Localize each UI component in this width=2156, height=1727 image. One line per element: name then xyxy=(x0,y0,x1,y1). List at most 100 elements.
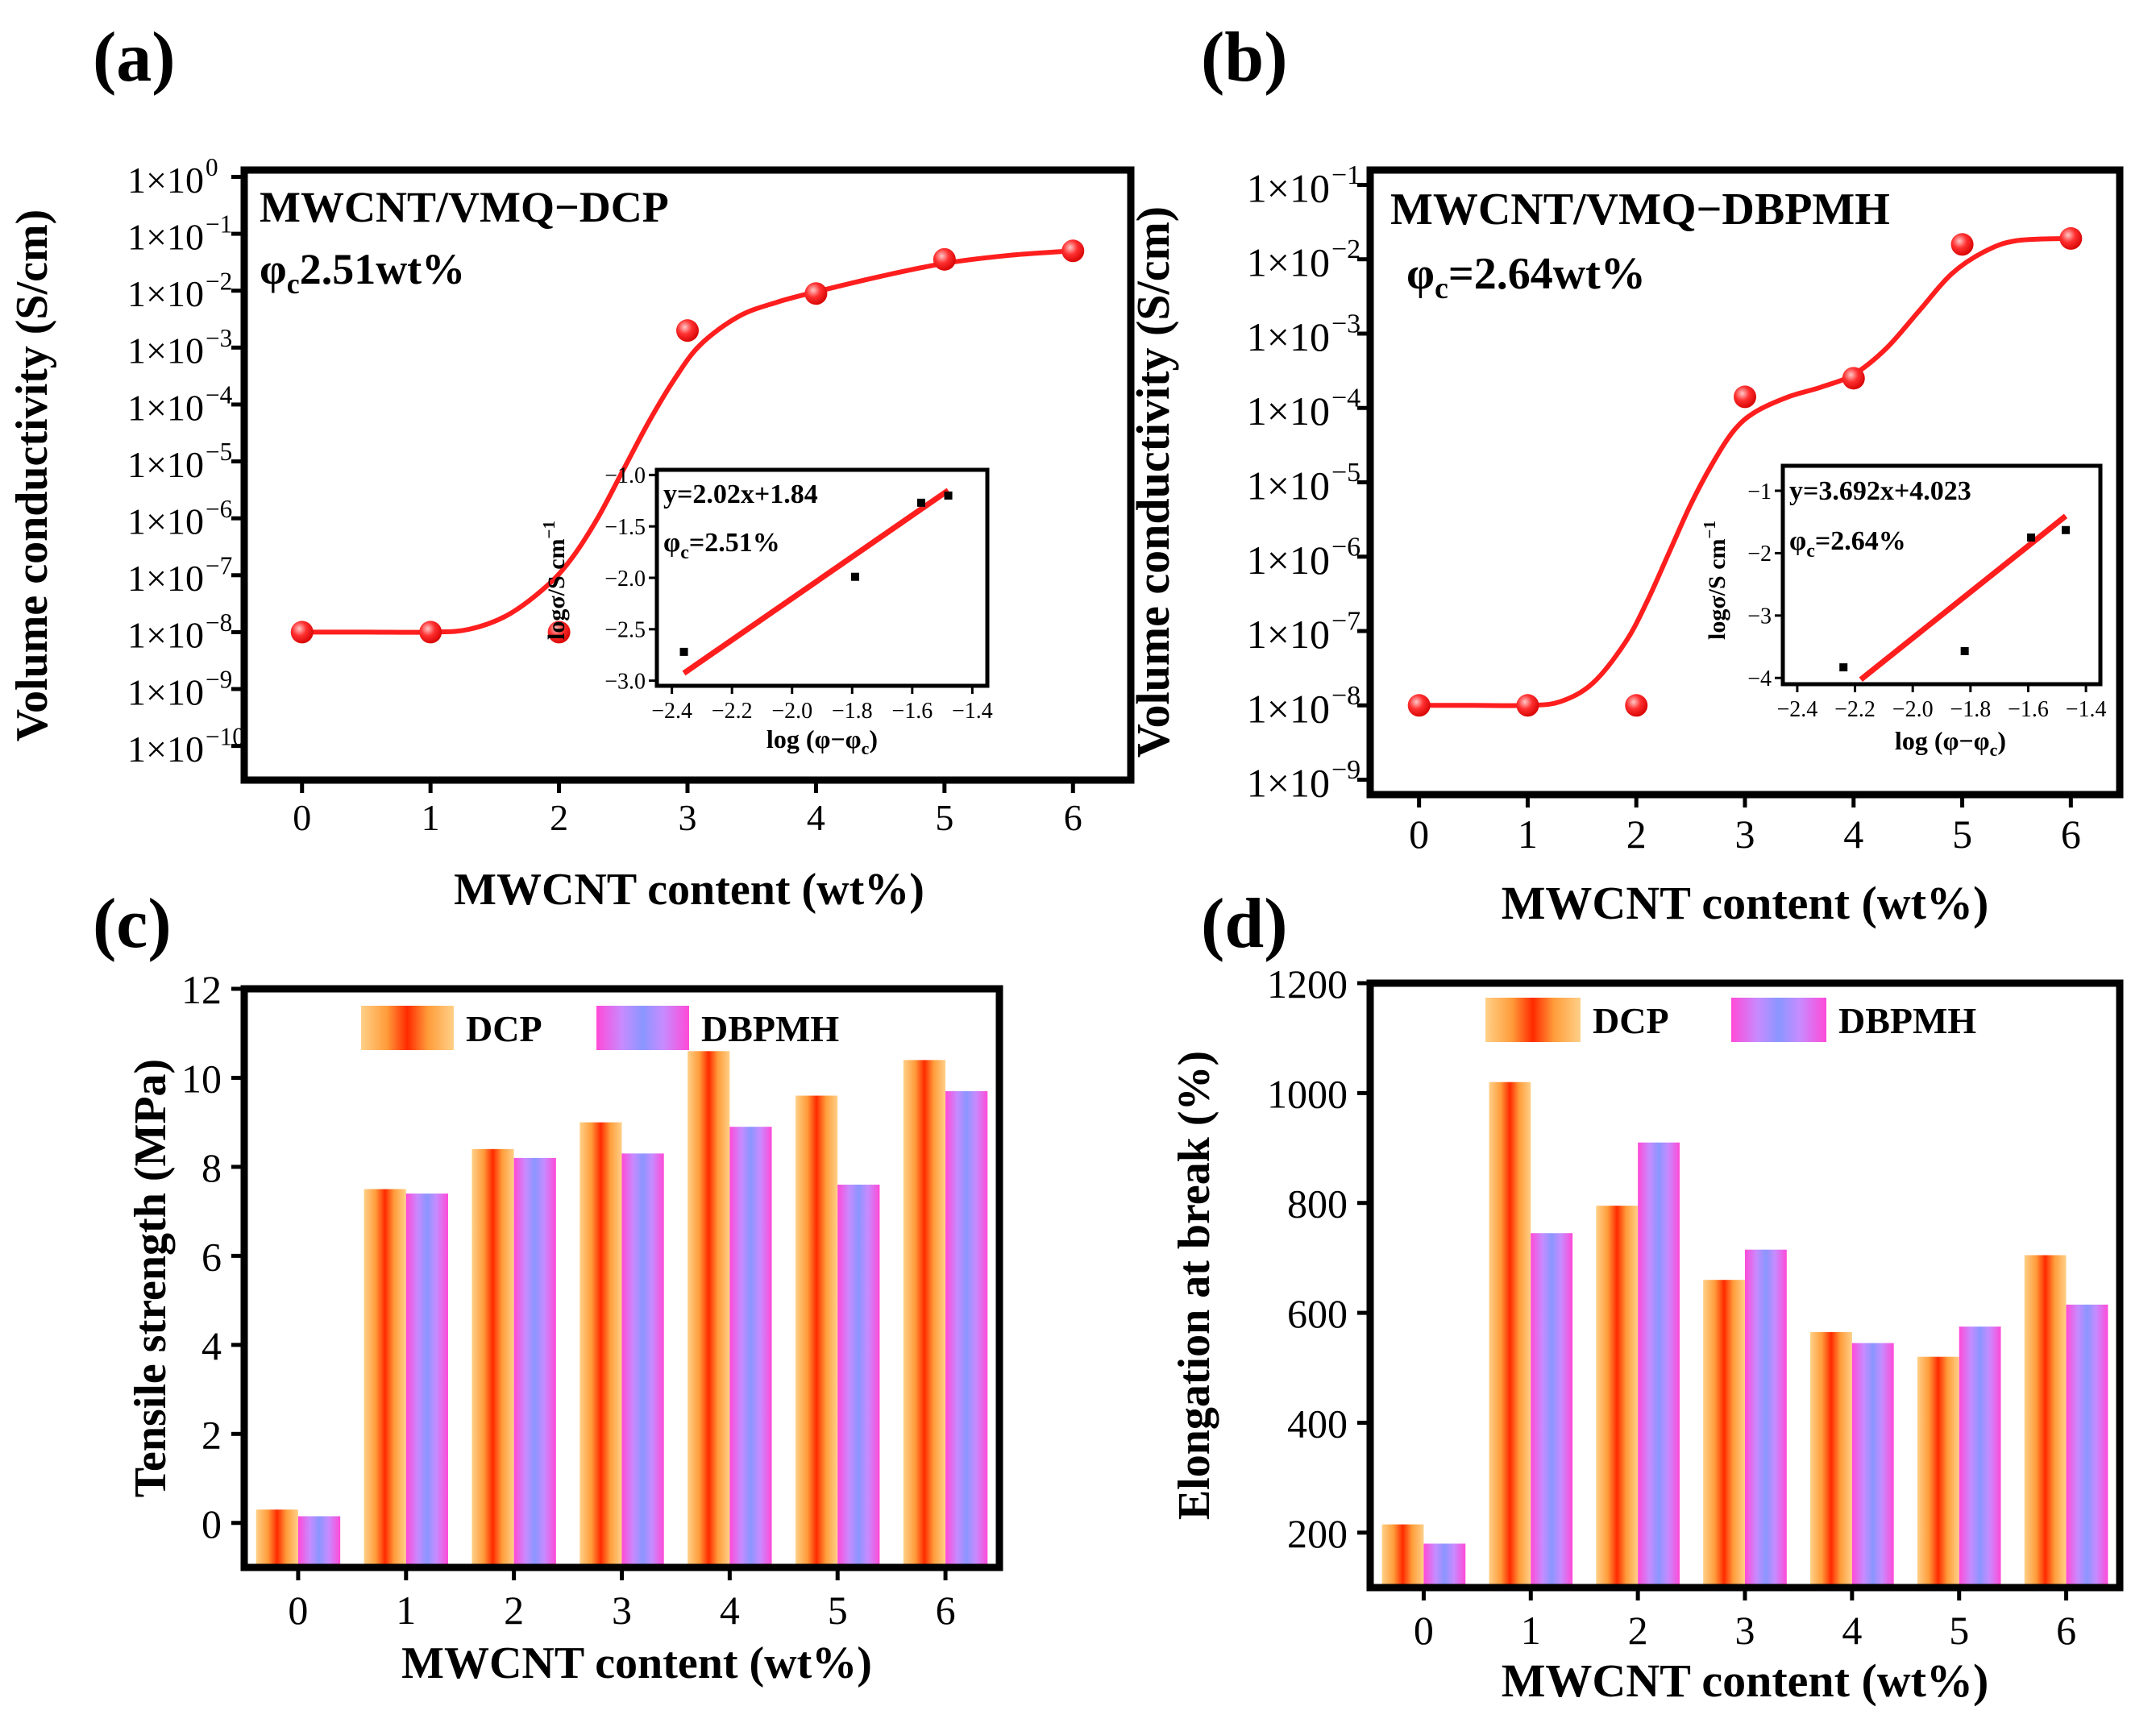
inset-ylabel-a: logσ/S cm−1 xyxy=(539,521,570,640)
inset-x-tick-label: −2.2 xyxy=(712,699,753,724)
inset-y-tick-label: −1.5 xyxy=(604,515,646,540)
bar-dbpmh-1 xyxy=(405,1194,448,1567)
y-tick-label: 1000 xyxy=(1267,1071,1348,1116)
y-tick-label: 1×10 xyxy=(1247,165,1330,210)
x-tick-label: 5 xyxy=(1949,1608,1969,1653)
data-point xyxy=(1061,239,1085,263)
axes-group-d: 200 400 600 800 1000 1200 0 1 2 3 4 5 6 xyxy=(1267,961,2124,1653)
panel-title-b: MWCNT/VMQ−DBPMH xyxy=(1390,185,1890,235)
fit-curve xyxy=(301,248,1074,635)
plot-content-b xyxy=(1357,182,2083,807)
bar-dcp-3 xyxy=(580,1122,622,1567)
panel-label-c: (c) xyxy=(93,885,172,963)
plot-frame-b xyxy=(1366,166,2124,799)
y-tick-label: 200 xyxy=(1287,1511,1348,1556)
inset-x-tick-label: −1.6 xyxy=(2008,697,2049,722)
inset-x-tick-label: −2.0 xyxy=(1892,697,1934,722)
x-tick-label: 6 xyxy=(936,1588,956,1633)
inset-x-tick-label: −2.0 xyxy=(771,699,812,724)
x-tick-label: 5 xyxy=(935,797,953,838)
y-tick-sup: −5 xyxy=(1331,458,1360,488)
y-tick-label: 1×10 xyxy=(1247,388,1330,434)
inset-xlabel-b-text: log (φ−φ xyxy=(1895,726,1990,755)
panel-label-d: (d) xyxy=(1201,885,1288,963)
bar-dcp-0 xyxy=(1381,1524,1424,1588)
inset-frame-b xyxy=(1780,463,2103,687)
bar-dbpmh-0 xyxy=(297,1516,341,1567)
inset-x-tick-label: −2.4 xyxy=(1777,697,1818,722)
bar-dbpmh-3 xyxy=(621,1153,664,1567)
y-tick-label: 10 xyxy=(181,1056,222,1101)
legend-c: DCP DBPMH xyxy=(361,1006,839,1050)
inset-x-tick-label: −1.4 xyxy=(952,699,993,724)
x-tick-label: 0 xyxy=(288,1588,308,1633)
bar-dcp-5 xyxy=(1917,1356,1959,1588)
inset-y-tick-label: −2 xyxy=(1747,542,1772,567)
y-tick-sup: −4 xyxy=(1331,384,1360,413)
bar-dcp-5 xyxy=(796,1095,838,1567)
x-tick-label: 0 xyxy=(1409,812,1429,857)
y-tick-label: 1×10 xyxy=(1247,463,1330,509)
inset-data-point xyxy=(1839,663,1848,672)
x-tick-labels-b: 0 1 2 3 4 5 6 xyxy=(1409,812,2081,857)
bar-dcp-0 xyxy=(255,1509,298,1567)
inset-x-tick-label: −2.2 xyxy=(1834,697,1876,722)
y-tick-sup: −9 xyxy=(206,666,232,694)
y-axis-label-b: Volume conductivity (S/cm) xyxy=(1127,206,1179,758)
inset-content-a: −2.4 −2.2 −2.0 −1.8 −1.6 −1.4 −1.0 −1.5 −2.0 −2.5… xyxy=(604,463,993,724)
legend-label-dbpmh-d: DBPMH xyxy=(1838,1000,1976,1041)
panel-d: (d) 200 400 600 800 1000 1200 0 1 2 3 4 5 6 DCP DBP… xyxy=(1169,885,2124,1707)
panel-label-a: (a) xyxy=(93,19,176,97)
panel-label-b: (b) xyxy=(1201,19,1288,97)
y-tick-label: 800 xyxy=(1287,1181,1348,1227)
bar-dcp-6 xyxy=(903,1060,946,1567)
x-tick-label: 4 xyxy=(720,1588,740,1633)
x-tick-label: 3 xyxy=(1735,812,1755,857)
inset-fit-line xyxy=(682,488,950,676)
y-tick-label: 1×10 xyxy=(127,160,204,201)
y-tick-sup: −3 xyxy=(1331,309,1360,338)
inset-xlabel-b-sub: c xyxy=(1990,740,1998,760)
inset-threshold-b-value: =2.64% xyxy=(1815,526,1906,556)
y-tick-sup: −1 xyxy=(206,210,232,239)
data-point xyxy=(1625,694,1648,717)
y-tick-sup: −3 xyxy=(206,324,232,352)
x-tick-labels-c: 0 1 2 3 4 5 6 xyxy=(288,1588,955,1633)
inset-xlabel-b: log (φ−φc) xyxy=(1895,726,2006,760)
inset-content-b: −2.4 −2.2 −2.0 −1.8 −1.6 −1.4 −1 −2 −3 −4 xyxy=(1747,466,2106,722)
x-tick-label: 5 xyxy=(1952,812,1972,857)
y-tick-sup: −9 xyxy=(1331,755,1360,785)
bar-dcp-3 xyxy=(1703,1280,1745,1588)
inset-data-point xyxy=(917,498,925,507)
y-tick-label: 1×10 xyxy=(127,729,204,770)
y-tick-label: 0 xyxy=(201,1501,222,1546)
data-point xyxy=(1407,694,1431,717)
inset-ylabel-b: logσ/S cm−1 xyxy=(1700,521,1730,640)
y-tick-label: 1×10 xyxy=(1247,314,1330,359)
inset-data-point xyxy=(1960,646,1969,655)
y-tick-sup: −4 xyxy=(206,381,233,409)
bar-dcp-2 xyxy=(471,1148,514,1567)
legend-label-dbpmh-c: DBPMH xyxy=(701,1008,839,1049)
inset-threshold-a-value: =2.51% xyxy=(689,528,780,558)
inset-y-tick-label: −4 xyxy=(1747,666,1772,691)
inset-a: −2.4 −2.2 −2.0 −1.8 −1.6 −1.4 −1.0 −1.5 −2.0 −2.5… xyxy=(539,463,993,758)
threshold-a-value: 2.51wt% xyxy=(300,245,465,293)
y-tick-label: 1×10 xyxy=(127,330,204,372)
y-tick-label: 1×10 xyxy=(127,615,204,656)
y-tick-label: 1200 xyxy=(1267,961,1348,1007)
inset-y-tick-label: −1.0 xyxy=(604,463,646,488)
bar-dcp-4 xyxy=(688,1051,730,1567)
legend-swatch-dbpmh-d xyxy=(1731,998,1826,1042)
inset-threshold-a: φc=2.51% xyxy=(663,528,780,563)
axes-group-b: 1×10 −11×10 −21×10 −31×10 −41×10 −51×10 −61×10… xyxy=(1247,160,2124,857)
x-tick-label: 0 xyxy=(293,797,311,838)
data-point xyxy=(804,282,828,305)
y-tick-label: 1×10 xyxy=(1247,761,1330,806)
y-tick-sup: −1 xyxy=(1331,160,1360,190)
plot-content-c xyxy=(231,986,988,1580)
threshold-b-value: =2.64wt% xyxy=(1448,249,1646,299)
x-tick-label: 2 xyxy=(550,797,568,838)
